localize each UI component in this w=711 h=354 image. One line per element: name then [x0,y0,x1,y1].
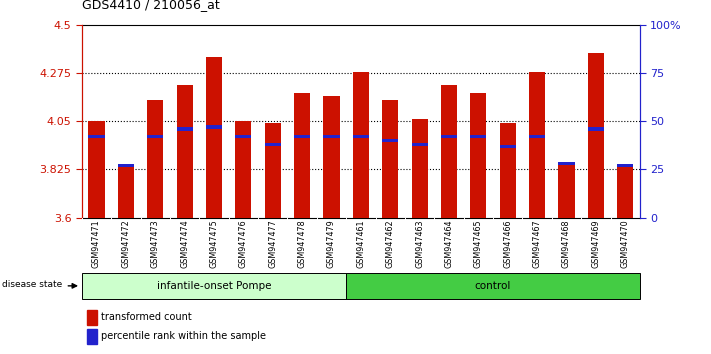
Text: GSM947477: GSM947477 [268,219,277,268]
Bar [88,135,105,138]
Text: GSM947476: GSM947476 [239,219,248,268]
Bar [441,135,457,138]
Bar [88,121,105,218]
Text: GSM947475: GSM947475 [210,219,218,268]
Bar [588,127,604,131]
Bar [617,164,634,167]
Bar [529,72,545,218]
Text: GSM947473: GSM947473 [151,219,160,268]
Bar [382,139,398,142]
Bar [558,164,574,218]
Text: GSM947461: GSM947461 [356,219,365,268]
Bar [147,100,164,218]
Text: GSM947463: GSM947463 [415,219,424,268]
Text: GSM947464: GSM947464 [444,219,454,268]
Bar [82,273,346,299]
Text: GSM947478: GSM947478 [298,219,306,268]
Bar [206,57,222,218]
Bar [470,135,486,138]
Bar [324,135,340,138]
Bar [558,162,574,165]
Bar [470,93,486,218]
Bar [412,143,427,146]
Bar [346,273,640,299]
Bar [617,166,634,218]
Bar [324,96,340,218]
Bar [500,145,515,148]
Text: GSM947465: GSM947465 [474,219,483,268]
Text: GSM947462: GSM947462 [385,219,395,268]
Text: GSM947470: GSM947470 [621,219,630,268]
Bar [294,135,310,138]
Text: GSM947468: GSM947468 [562,219,571,268]
Text: GSM947472: GSM947472 [122,219,130,268]
Bar [206,125,222,129]
Bar [176,85,193,218]
Bar [235,135,252,138]
Text: GDS4410 / 210056_at: GDS4410 / 210056_at [82,0,220,11]
Text: GSM947471: GSM947471 [92,219,101,268]
Text: GSM947474: GSM947474 [180,219,189,268]
Text: percentile rank within the sample: percentile rank within the sample [101,331,267,341]
Text: control: control [475,281,511,291]
Text: GSM947469: GSM947469 [592,219,600,268]
Bar [382,100,398,218]
Bar [118,164,134,167]
Text: transformed count: transformed count [101,312,192,322]
Bar [264,124,281,218]
Bar [264,143,281,146]
Text: GSM947479: GSM947479 [327,219,336,268]
Bar [529,135,545,138]
Bar [176,127,193,131]
Text: infantile-onset Pompe: infantile-onset Pompe [156,281,271,291]
Bar [87,310,97,325]
Bar [353,135,369,138]
Text: GSM947466: GSM947466 [503,219,512,268]
Bar [441,85,457,218]
Bar [412,119,427,218]
Bar [147,135,164,138]
Text: GSM947467: GSM947467 [533,219,542,268]
Bar [353,72,369,218]
Bar [500,124,515,218]
Text: disease state: disease state [1,280,62,289]
Bar [294,93,310,218]
Bar [235,121,252,218]
Bar [588,53,604,218]
Bar [87,329,97,343]
Bar [118,166,134,218]
